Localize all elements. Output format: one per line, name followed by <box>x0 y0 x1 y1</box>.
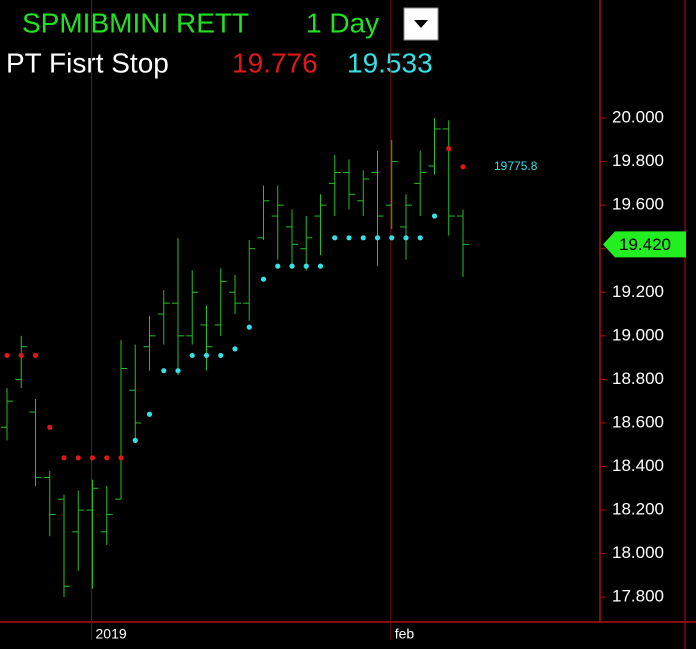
y-tick-label: 19.800 <box>612 151 664 170</box>
stop-dot <box>175 368 181 374</box>
y-tick-label: 20.000 <box>612 108 664 127</box>
stop-dot <box>374 235 381 241</box>
stop-dot <box>18 352 24 359</box>
stop-dot <box>146 411 153 417</box>
stop-dot <box>346 235 352 241</box>
stop-dot <box>47 424 53 430</box>
y-tick-label: 19.600 <box>612 195 664 214</box>
stop-dot <box>417 235 423 241</box>
stop-dot <box>218 352 224 359</box>
stop-dot <box>189 352 195 359</box>
stop-dot <box>4 352 10 359</box>
stop-dot <box>360 235 366 241</box>
stop-dot <box>317 263 324 269</box>
stop-dot <box>460 164 466 170</box>
stop-dot <box>104 455 110 461</box>
y-tick-label: 18.800 <box>612 369 664 388</box>
y-tick-label: 18.400 <box>612 456 664 475</box>
stop-dot <box>303 263 309 269</box>
x-tick-label: feb <box>395 626 415 642</box>
y-tick-label: 17.800 <box>612 587 664 606</box>
stop-dot <box>75 455 81 461</box>
y-tick-label: 18.600 <box>612 412 664 431</box>
dropdown-button[interactable] <box>403 7 439 41</box>
study-name: PT Fisrt Stop <box>6 47 169 78</box>
study-readout: 19.776 <box>232 47 318 78</box>
stop-dot <box>132 437 138 443</box>
stop-dot <box>446 145 452 152</box>
stop-dot <box>246 324 252 330</box>
y-tick-label: 18.200 <box>612 500 664 519</box>
y-tick-label: 18.000 <box>612 543 664 562</box>
stop-dot <box>232 346 238 352</box>
stop-dot <box>61 455 67 461</box>
x-tick-label: 2019 <box>96 626 127 642</box>
stop-dot <box>260 276 267 282</box>
dropdown-arrow <box>414 20 428 28</box>
last-price-tag <box>603 231 686 258</box>
y-tick-label: 19.000 <box>612 325 664 344</box>
stop-dot <box>289 263 295 269</box>
study-readout: 19.533 <box>347 47 433 78</box>
annotation: 19775.8 <box>494 159 538 173</box>
y-tick-label: 19.200 <box>612 282 664 301</box>
stop-dot <box>118 455 124 461</box>
stop-dot <box>32 352 39 359</box>
stop-dot <box>89 455 96 461</box>
stop-dot <box>403 235 409 241</box>
last-price-label: 19.420 <box>619 235 671 254</box>
interval: 1 Day <box>306 7 379 38</box>
stop-dot <box>389 235 395 241</box>
stop-dot <box>161 368 167 374</box>
stop-dot <box>203 352 210 359</box>
stop-dot <box>431 213 438 219</box>
stop-dot <box>332 235 338 241</box>
stop-dot <box>275 263 281 269</box>
chart-title: SPMIBMINI RETT <box>22 7 249 38</box>
